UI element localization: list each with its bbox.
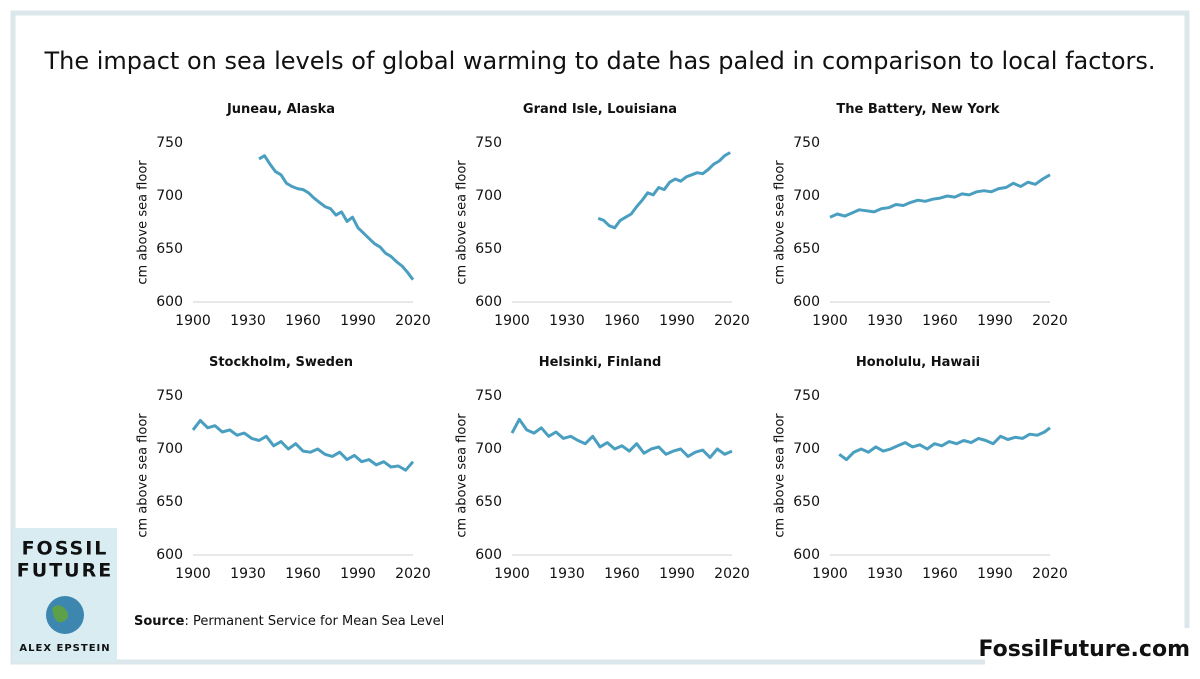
website: FossilFuture.com — [978, 637, 1190, 662]
x-tick-label: 1990 — [659, 566, 695, 582]
x-tick-label: 1930 — [549, 566, 585, 582]
x-tick-label: 1930 — [549, 313, 585, 329]
y-tick-label: 650 — [793, 494, 820, 510]
x-tick-label: 1930 — [230, 313, 266, 329]
x-tick-label: 1900 — [175, 313, 211, 329]
source: Source: Permanent Service for Mean Sea L… — [134, 614, 444, 629]
y-tick-label: 650 — [156, 494, 183, 510]
logo-bg — [13, 528, 117, 662]
x-tick-label: 2020 — [1032, 566, 1068, 582]
y-tick-label: 700 — [475, 188, 502, 204]
panel-title: Juneau, Alaska — [226, 102, 335, 117]
y-tick-label: 750 — [793, 135, 820, 151]
panel-title: Stockholm, Sweden — [209, 355, 353, 370]
x-tick-label: 1960 — [604, 566, 640, 582]
x-tick-label: 1960 — [922, 566, 958, 582]
x-tick-label: 1960 — [285, 566, 321, 582]
series-line — [258, 154, 415, 281]
x-tick-label: 1960 — [922, 313, 958, 329]
logo-author: ALEX EPSTEIN — [19, 643, 110, 654]
page-title: The impact on sea levels of global warmi… — [43, 47, 1155, 75]
series-line — [191, 418, 415, 472]
y-tick-label: 700 — [793, 441, 820, 457]
x-tick-label: 2020 — [395, 566, 431, 582]
y-tick-label: 650 — [793, 241, 820, 257]
y-axis-label: cm above sea floor — [136, 160, 151, 285]
y-tick-label: 750 — [475, 388, 502, 404]
x-tick-label: 2020 — [1032, 313, 1068, 329]
y-tick-label: 700 — [156, 441, 183, 457]
y-tick-label: 600 — [156, 547, 183, 563]
y-tick-label: 600 — [156, 294, 183, 310]
y-tick-label: 700 — [156, 188, 183, 204]
panel-title: Grand Isle, Louisiana — [523, 102, 677, 117]
book-logo: FOSSIL FUTURE ALEX EPSTEIN — [13, 528, 117, 662]
x-tick-label: 2020 — [395, 313, 431, 329]
panel-title: Honolulu, Hawaii — [856, 355, 980, 370]
y-tick-label: 750 — [475, 135, 502, 151]
y-tick-label: 600 — [793, 294, 820, 310]
globe-land — [52, 605, 69, 623]
y-tick-label: 600 — [475, 294, 502, 310]
source-text: : Permanent Service for Mean Sea Level — [184, 614, 444, 629]
y-tick-label: 750 — [156, 388, 183, 404]
y-tick-label: 650 — [156, 241, 183, 257]
y-tick-label: 650 — [475, 494, 502, 510]
source-label: Source — [134, 614, 185, 629]
frame — [10, 10, 1190, 665]
y-tick-label: 600 — [475, 547, 502, 563]
x-tick-label: 1990 — [977, 313, 1013, 329]
x-tick-label: 1990 — [340, 566, 376, 582]
y-axis-label: cm above sea floor — [773, 160, 788, 285]
x-tick-label: 1900 — [494, 566, 530, 582]
x-tick-label: 1960 — [604, 313, 640, 329]
series-line — [829, 173, 1051, 219]
x-tick-label: 1930 — [867, 566, 903, 582]
x-tick-label: 1900 — [175, 566, 211, 582]
y-tick-label: 600 — [793, 547, 820, 563]
y-tick-label: 750 — [793, 388, 820, 404]
x-tick-label: 1960 — [285, 313, 321, 329]
x-tick-label: 1990 — [340, 313, 376, 329]
x-tick-label: 1900 — [494, 313, 530, 329]
x-tick-label: 1990 — [977, 566, 1013, 582]
x-tick-label: 2020 — [714, 566, 750, 582]
series-line — [838, 426, 1051, 462]
x-tick-label: 1930 — [230, 566, 266, 582]
x-tick-label: 1990 — [659, 313, 695, 329]
series-line — [510, 417, 733, 459]
x-tick-label: 2020 — [714, 313, 750, 329]
y-axis-label: cm above sea floor — [773, 413, 788, 538]
panel-title: Helsinki, Finland — [539, 355, 662, 370]
y-axis-label: cm above sea floor — [455, 413, 470, 538]
y-axis-label: cm above sea floor — [455, 160, 470, 285]
x-tick-label: 1930 — [867, 313, 903, 329]
y-tick-label: 700 — [793, 188, 820, 204]
x-tick-label: 1900 — [812, 566, 848, 582]
panel-title: The Battery, New York — [836, 102, 1000, 117]
y-tick-label: 750 — [156, 135, 183, 151]
y-axis-label: cm above sea floor — [136, 413, 151, 538]
logo-line1: FOSSIL — [22, 538, 109, 560]
y-tick-label: 650 — [475, 241, 502, 257]
x-tick-label: 1900 — [812, 313, 848, 329]
series-line — [597, 151, 731, 230]
frame-cutout — [985, 628, 1200, 675]
y-tick-label: 700 — [475, 441, 502, 457]
logo-line2: FUTURE — [17, 560, 113, 582]
